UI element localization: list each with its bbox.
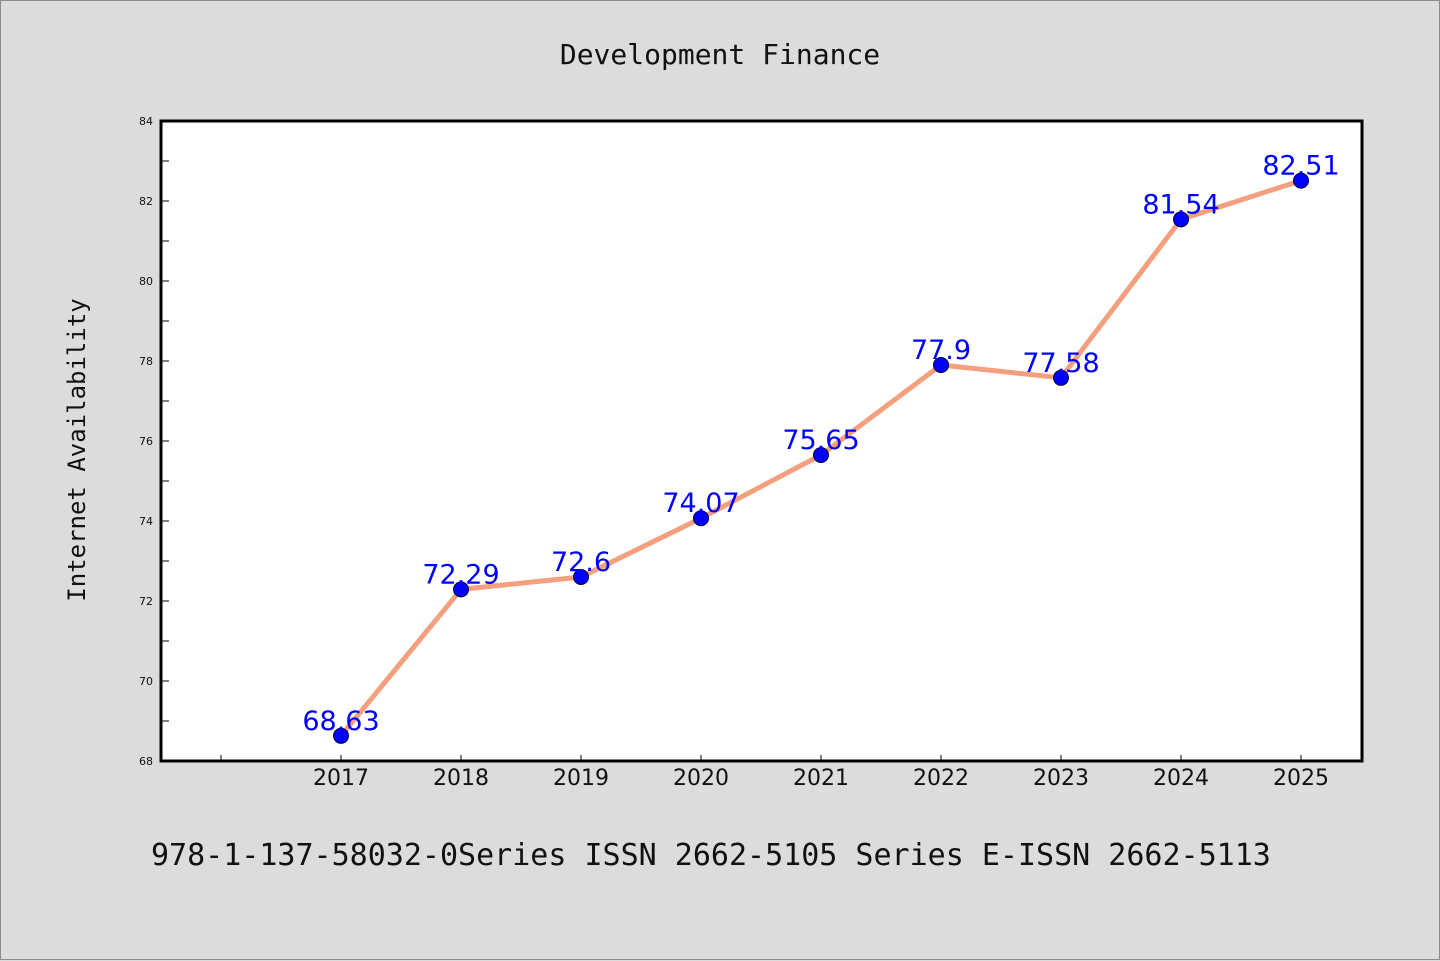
data-point: [933, 357, 949, 373]
y-tick-label: 80: [139, 275, 153, 288]
y-tick-label: 82: [139, 195, 153, 208]
data-point: [693, 510, 709, 527]
x-tick-label: 2017: [313, 766, 369, 791]
x-tick-label: 2021: [793, 766, 849, 791]
data-label: 82.51: [1262, 151, 1339, 182]
data-label: 72.6: [551, 547, 611, 578]
data-point: [813, 447, 829, 463]
data-label: 72.29: [422, 559, 499, 590]
x-axis: 2017 2018 2019 2020 2021 2022 2023 2024 2025: [220, 755, 1329, 791]
data-label: 75.65: [782, 425, 859, 456]
data-point: [1173, 211, 1189, 228]
data-label: 77.58: [1022, 348, 1099, 379]
data-label: 68.63: [302, 706, 379, 737]
data-point: [573, 569, 589, 585]
footer-text: 978-1-137-58032-0Series ISSN 2662-5105 S…: [151, 838, 1271, 873]
x-tick-label: 2023: [1033, 766, 1089, 791]
plot-area: [159, 119, 1364, 763]
y-tick-label: 76: [139, 435, 153, 448]
data-point: [453, 581, 469, 598]
x-tick-label: 2020: [673, 766, 729, 791]
series-line: 68.63 72.29 72.6 74.07 75.65 77.9 77.58 81.54 82…: [302, 151, 1340, 744]
data-point: [1053, 369, 1069, 386]
data-point: [1293, 172, 1309, 189]
y-tick-label: 68: [139, 755, 153, 768]
data-label: 74.07: [662, 488, 739, 519]
data-label: 77.9: [911, 335, 971, 366]
x-tick-label: 2019: [553, 766, 609, 791]
x-tick-label: 2025: [1273, 766, 1329, 791]
x-tick-label: 2018: [433, 766, 489, 791]
y-tick-label: 70: [139, 675, 153, 688]
x-tick-label: 2022: [913, 766, 969, 791]
data-point: [333, 727, 349, 744]
y-axis: 68 70 72 74 76 78 80 82 84: [139, 115, 169, 768]
y-tick-label: 74: [139, 515, 153, 528]
y-tick-label: 84: [139, 115, 153, 128]
y-tick-label: 72: [139, 595, 153, 608]
x-tick-label: 2024: [1153, 766, 1209, 791]
chart-title: Development Finance: [560, 38, 880, 71]
data-label: 81.54: [1142, 189, 1219, 220]
y-tick-label: 78: [139, 355, 153, 368]
y-axis-label: Internet Availability: [63, 298, 91, 601]
